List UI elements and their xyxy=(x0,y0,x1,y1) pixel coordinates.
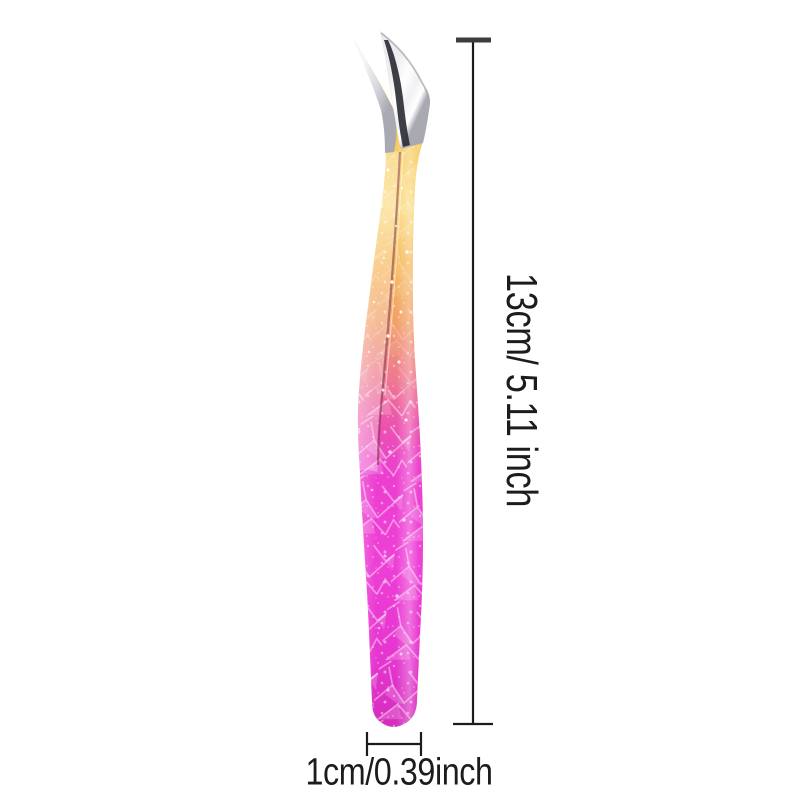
width-dimension-line xyxy=(365,732,423,756)
height-dimension-line xyxy=(453,37,493,726)
tweezers-body-texture xyxy=(352,95,430,727)
height-dimension-label: 13cm/ 5.11 inch xyxy=(497,273,546,507)
width-dimension-label: 1cm/0.39inch xyxy=(305,751,493,794)
tweezers-tip-left-prong xyxy=(352,36,397,153)
tweezers-tip-dark-edge xyxy=(384,40,410,147)
sparkle-dots xyxy=(367,168,409,692)
